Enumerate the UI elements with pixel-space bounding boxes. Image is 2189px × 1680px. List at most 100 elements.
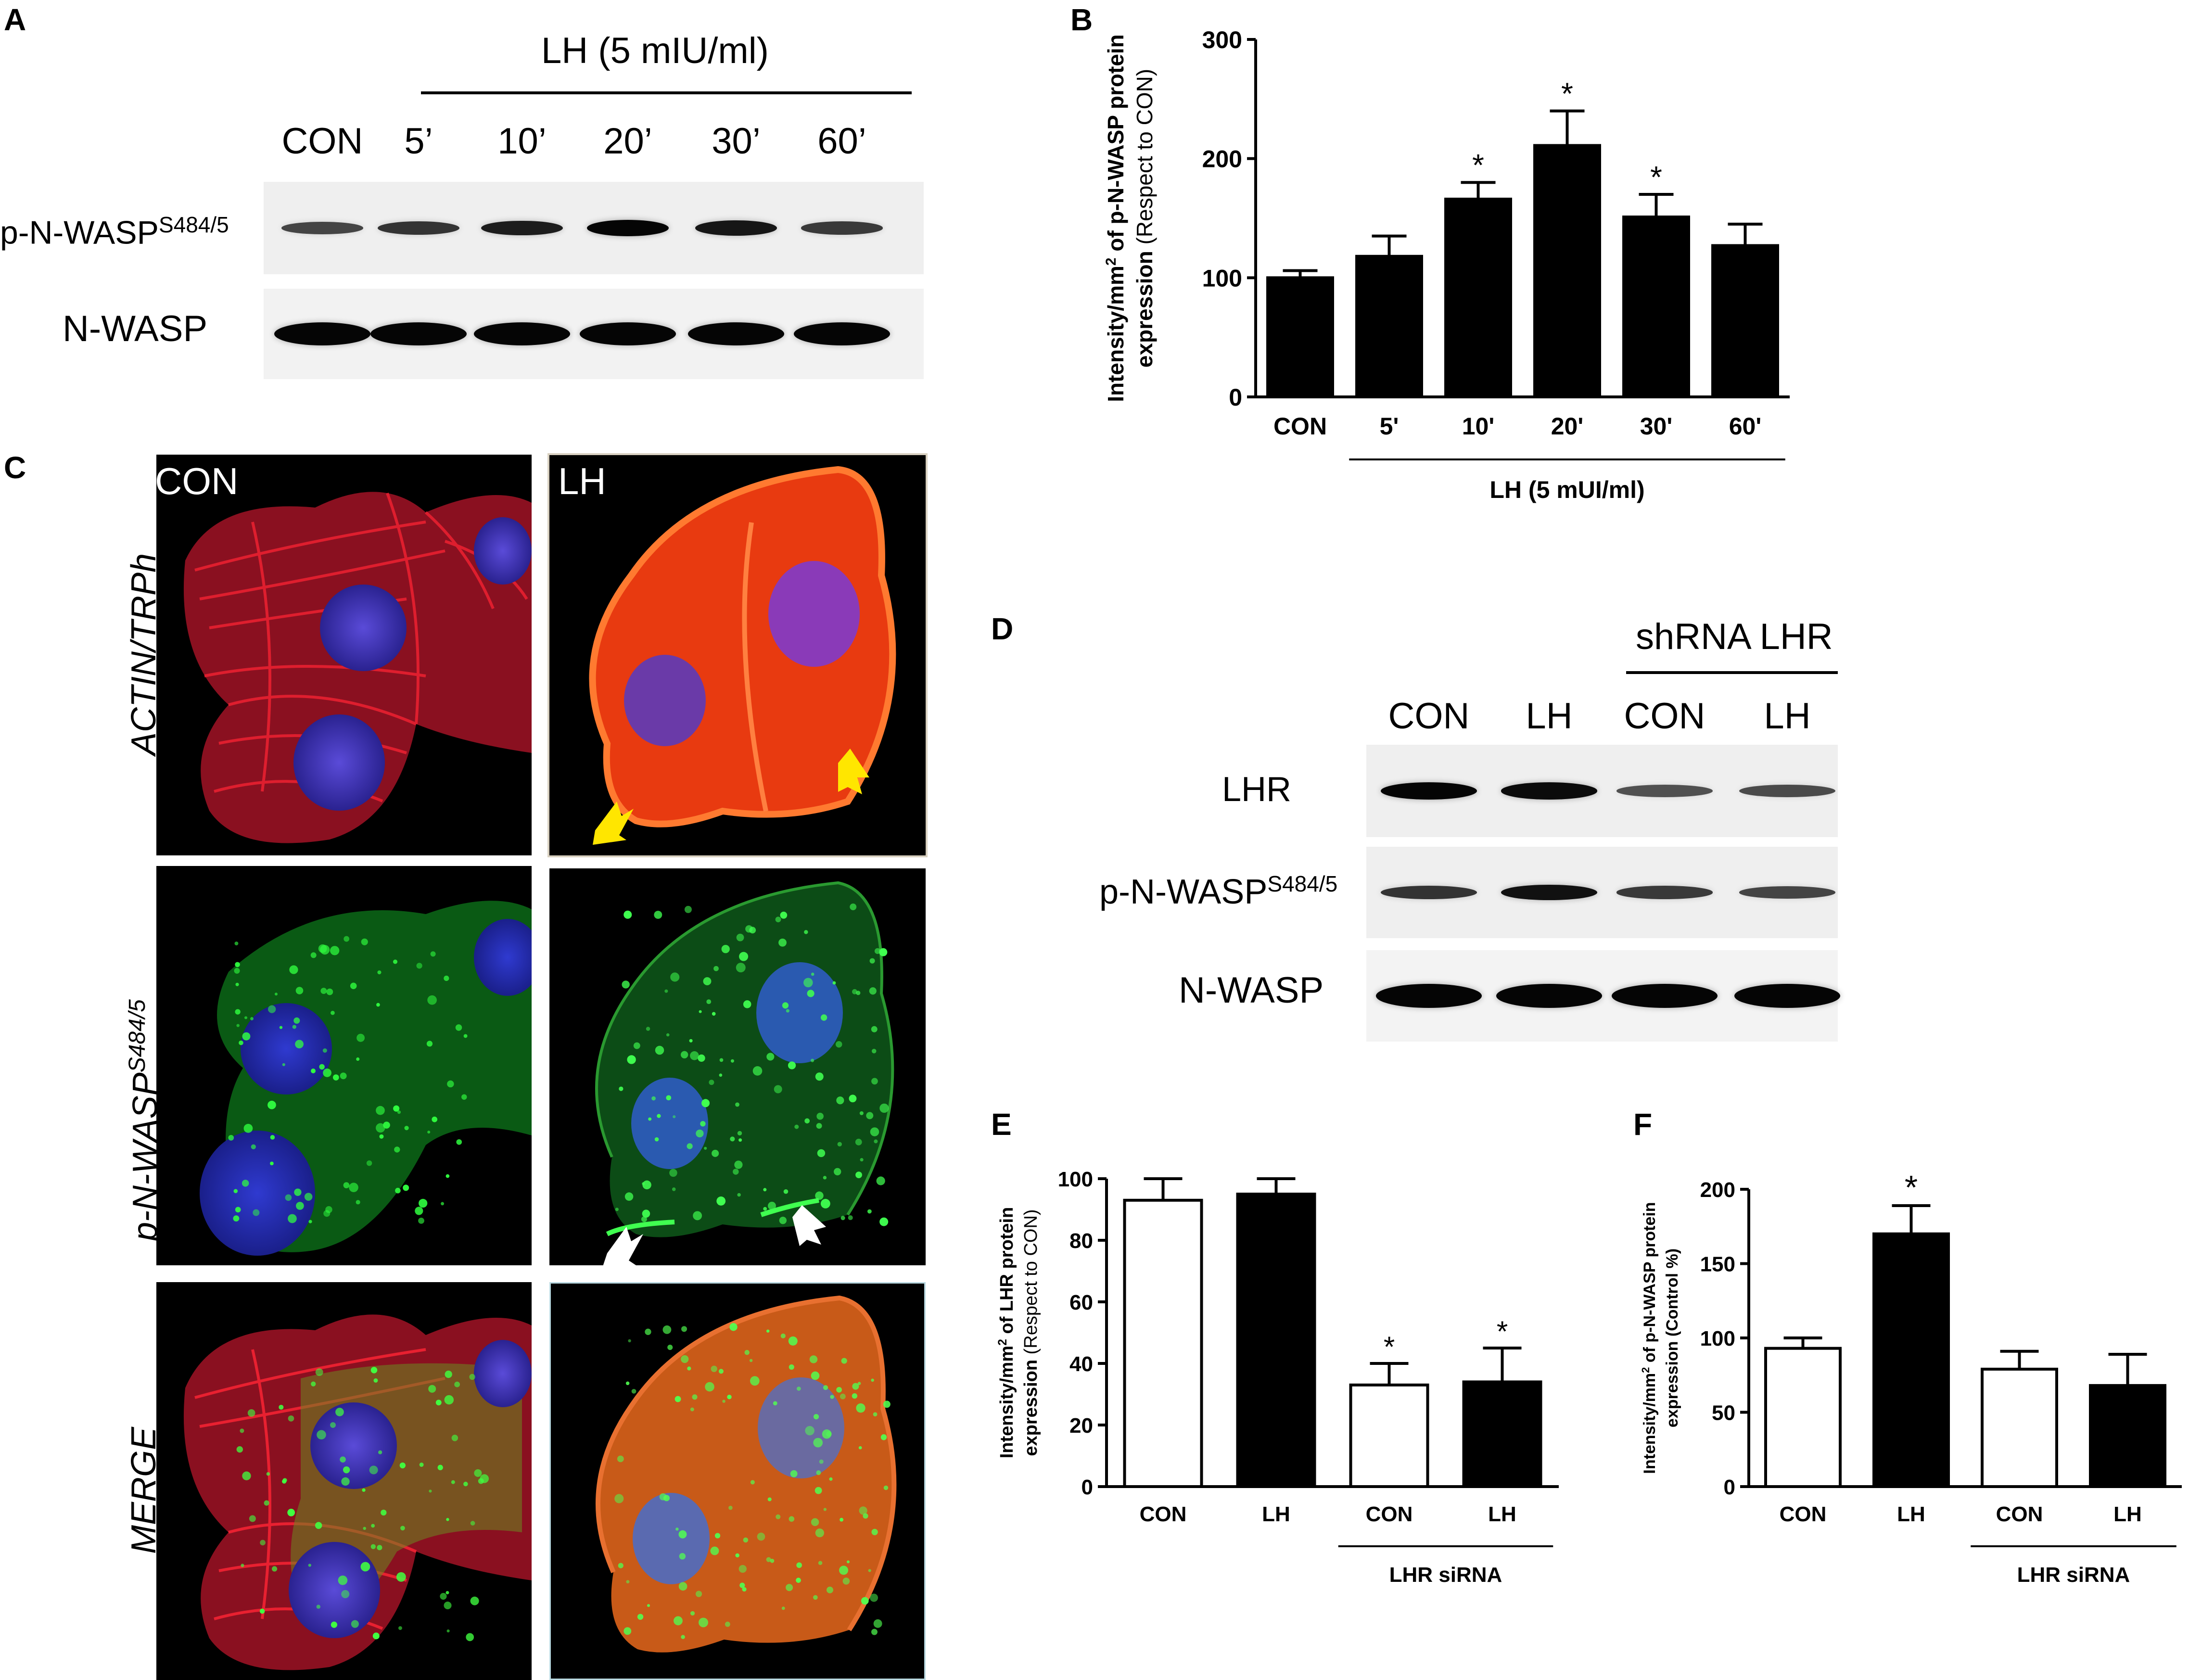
fluorescence-puncta xyxy=(441,1202,445,1206)
blot-d-phospho-band xyxy=(1501,884,1597,901)
y-axis-label-line1: Intensity/mm2 of p-N-WASP protein xyxy=(1640,1202,1659,1474)
fluorescence-puncta xyxy=(752,1066,763,1076)
fluorescence-puncta xyxy=(763,1188,767,1192)
fluorescence-puncta xyxy=(700,1121,706,1127)
fluorescence-puncta xyxy=(235,982,239,986)
fluorescence-puncta xyxy=(712,1149,719,1157)
fluorescence-puncta xyxy=(319,1064,325,1070)
fluorescence-puncta xyxy=(266,1472,270,1476)
fluorescence-puncta xyxy=(866,1112,874,1120)
y-tick-label: 100 xyxy=(1058,1168,1093,1191)
y-tick-label: 200 xyxy=(1700,1178,1735,1202)
fluorescence-puncta xyxy=(823,1508,827,1511)
fluorescence-puncta xyxy=(444,1395,454,1405)
fluorescence-puncta xyxy=(883,1485,889,1490)
x-category-label: LH xyxy=(1488,1502,1516,1526)
fluorescence-puncta xyxy=(295,987,304,994)
fluorescence-puncta xyxy=(818,1561,823,1565)
fluorescence-puncta xyxy=(234,942,239,945)
fluorescence-puncta xyxy=(622,980,630,989)
y-axis-label-line1: Intensity/mm2 of LHR protein xyxy=(996,1207,1018,1459)
fluorescence-puncta xyxy=(341,1590,350,1599)
fluorescence-puncta xyxy=(393,1105,400,1112)
fluorescence-puncta xyxy=(270,1161,274,1166)
fluorescence-puncta xyxy=(480,1474,489,1483)
blot-a-phospho-row-label: p-N-WASPS484/5 xyxy=(0,212,229,251)
fluorescence-puncta xyxy=(469,1374,475,1380)
fluorescence-puncta xyxy=(260,1540,266,1546)
fluorescence-puncta xyxy=(870,1127,879,1136)
fluorescence-puncta xyxy=(714,1533,721,1539)
significance-star: * xyxy=(1497,1315,1508,1348)
fluorescence-puncta xyxy=(416,963,422,969)
blot-a-phospho-band xyxy=(378,221,459,235)
fluorescence-puncta xyxy=(397,1110,401,1114)
fluorescence-puncta xyxy=(349,1183,358,1192)
fluorescence-puncta xyxy=(819,1459,824,1464)
fluorescence-puncta xyxy=(693,1211,702,1221)
fluorescence-puncta xyxy=(690,1051,699,1060)
fluorescence-puncta xyxy=(681,1355,689,1363)
fluorescence-puncta xyxy=(781,1606,785,1610)
fluorescence-puncta xyxy=(690,1611,695,1616)
fluorescence-puncta xyxy=(859,1506,867,1515)
fluorescence-puncta xyxy=(745,925,753,933)
fluorescence-puncta xyxy=(794,1124,799,1129)
fluorescence-puncta xyxy=(780,1333,786,1338)
fluorescence-puncta xyxy=(876,1176,885,1185)
fluorescence-puncta xyxy=(807,990,815,997)
bar xyxy=(1764,1347,1842,1488)
fluorescence-puncta xyxy=(627,1055,636,1064)
x-category-label: LH xyxy=(1262,1502,1290,1526)
y-axis-label-line2: expression (Control %) xyxy=(1663,1248,1681,1427)
fluorescence-puncta xyxy=(463,1481,468,1487)
fluorescence-puncta xyxy=(836,1387,842,1393)
fluorescence-puncta xyxy=(474,1469,482,1477)
fluorescence-puncta xyxy=(625,1381,630,1386)
blot-a-total-band xyxy=(274,322,370,345)
fluorescence-puncta xyxy=(743,1537,749,1543)
fluorescence-puncta xyxy=(419,1198,428,1208)
fluorescence-puncta xyxy=(233,1215,240,1222)
bar xyxy=(1622,216,1690,398)
fluorescence-puncta xyxy=(852,1393,858,1399)
bar xyxy=(1872,1232,1950,1488)
blot-d-lane-label: LH xyxy=(1764,696,1811,737)
fluorescence-puncta xyxy=(396,1572,406,1582)
fluorescence-puncta xyxy=(340,1072,347,1080)
fluorescence-puncta xyxy=(642,1209,650,1218)
blot-a-phospho-band xyxy=(695,220,777,236)
fluorescence-puncta xyxy=(235,1207,241,1213)
micrograph-con-pnwasp xyxy=(156,866,532,1265)
fluorescence-puncta xyxy=(288,1214,297,1223)
fluorescence-puncta xyxy=(836,1096,844,1105)
fluorescence-puncta xyxy=(743,1000,751,1008)
fluorescence-puncta xyxy=(703,977,712,986)
fluorescence-puncta xyxy=(750,1480,755,1485)
fluorescence-puncta xyxy=(850,904,857,911)
bar xyxy=(1533,144,1601,398)
fluorescence-puncta xyxy=(699,1010,702,1013)
fluorescence-puncta xyxy=(811,1371,820,1380)
fluorescence-puncta xyxy=(744,1349,750,1355)
fluorescence-puncta xyxy=(426,1041,433,1047)
fluorescence-puncta xyxy=(363,1527,366,1530)
fluorescence-puncta xyxy=(287,1509,295,1516)
fluorescence-puncta xyxy=(722,1400,725,1403)
fluorescence-puncta xyxy=(710,1546,719,1555)
fluorescence-puncta xyxy=(235,1009,241,1015)
fluorescence-puncta xyxy=(692,1394,698,1400)
white-arrow-icon xyxy=(792,1205,826,1246)
fluorescence-puncta xyxy=(879,1217,889,1226)
significance-star: * xyxy=(1905,1169,1918,1206)
fluorescence-puncta xyxy=(285,1194,292,1201)
fluorescence-puncta xyxy=(311,1381,316,1387)
fluorescence-puncta xyxy=(295,1040,304,1049)
blot-d-total-row-label: N-WASP xyxy=(1179,970,1324,1011)
yellow-arrow-icon xyxy=(838,749,869,794)
bar xyxy=(1355,255,1423,399)
chart-b: 0 100 200 300 CON 5' * 10' * 20' * 30' 60' LH (5 mUI/… xyxy=(1103,26,1790,503)
fluorescence-puncta xyxy=(738,1565,747,1573)
blot-d-phospho-row-label: p-N-WASPS484/5 xyxy=(1099,871,1338,911)
blot-d-lane-label: LH xyxy=(1526,696,1573,737)
